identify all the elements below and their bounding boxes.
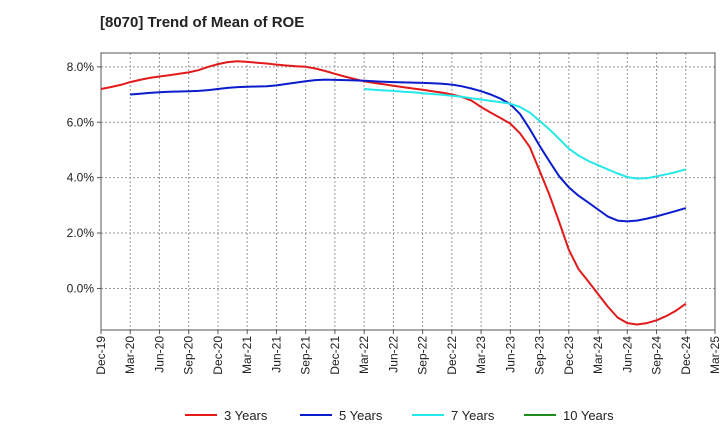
series-layer <box>100 60 687 326</box>
legend-item: 7 Years <box>412 408 495 423</box>
x-tick-label: Dec-24 <box>679 336 693 375</box>
x-tick-label: Jun-21 <box>269 336 283 373</box>
y-tick-label: 6.0% <box>67 115 95 129</box>
x-tick-label: Jun-24 <box>620 336 634 373</box>
series-line-7-years <box>364 88 687 180</box>
x-tick-label: Mar-24 <box>591 336 605 374</box>
x-tick-label: Jun-23 <box>503 336 517 373</box>
legend-item: 5 Years <box>300 408 383 423</box>
y-axis: 0.0% 2.0% 4.0% 6.0% 8.0% <box>67 60 101 295</box>
x-tick-label: Mar-21 <box>240 336 254 374</box>
legend-label: 7 Years <box>451 408 495 423</box>
series-line-3-years <box>100 60 687 326</box>
y-tick-label: 4.0% <box>67 171 95 185</box>
y-tick-label: 8.0% <box>67 60 95 74</box>
legend-item: 3 Years <box>185 408 268 423</box>
y-tick-label: 2.0% <box>67 226 95 240</box>
x-tick-label: Dec-23 <box>562 336 576 375</box>
legend-label: 5 Years <box>339 408 383 423</box>
x-tick-label: Mar-22 <box>357 336 371 374</box>
x-tick-label: Dec-19 <box>94 336 108 375</box>
x-tick-label: Sep-22 <box>416 336 430 375</box>
x-tick-label: Mar-20 <box>123 336 137 374</box>
x-axis: Dec-19 Mar-20 Jun-20 Sep-20 Dec-20 Mar-21 Jun-… <box>94 330 720 375</box>
legend-item: 10 Years <box>524 408 614 423</box>
legend-label: 10 Years <box>563 408 614 423</box>
series-line-5-years <box>130 78 687 223</box>
x-tick-label: Sep-24 <box>650 336 664 375</box>
x-tick-label: Mar-25 <box>708 336 720 374</box>
grid-layer <box>100 53 716 330</box>
x-tick-label: Jun-22 <box>386 336 400 373</box>
x-tick-label: Mar-23 <box>474 336 488 374</box>
y-tick-label: 0.0% <box>67 281 95 295</box>
legend-label: 3 Years <box>224 408 268 423</box>
x-tick-label: Dec-20 <box>211 336 225 375</box>
chart-title: [8070] Trend of Mean of ROE <box>100 14 305 31</box>
x-tick-label: Dec-21 <box>328 336 342 375</box>
legend: 3 Years 5 Years 7 Years 10 Years <box>185 408 614 423</box>
x-tick-label: Sep-23 <box>533 336 547 375</box>
plot-frame <box>100 52 716 331</box>
x-tick-label: Jun-20 <box>152 336 166 373</box>
x-tick-label: Sep-21 <box>299 336 313 375</box>
x-tick-label: Dec-22 <box>445 336 459 375</box>
x-tick-label: Sep-20 <box>182 336 196 375</box>
